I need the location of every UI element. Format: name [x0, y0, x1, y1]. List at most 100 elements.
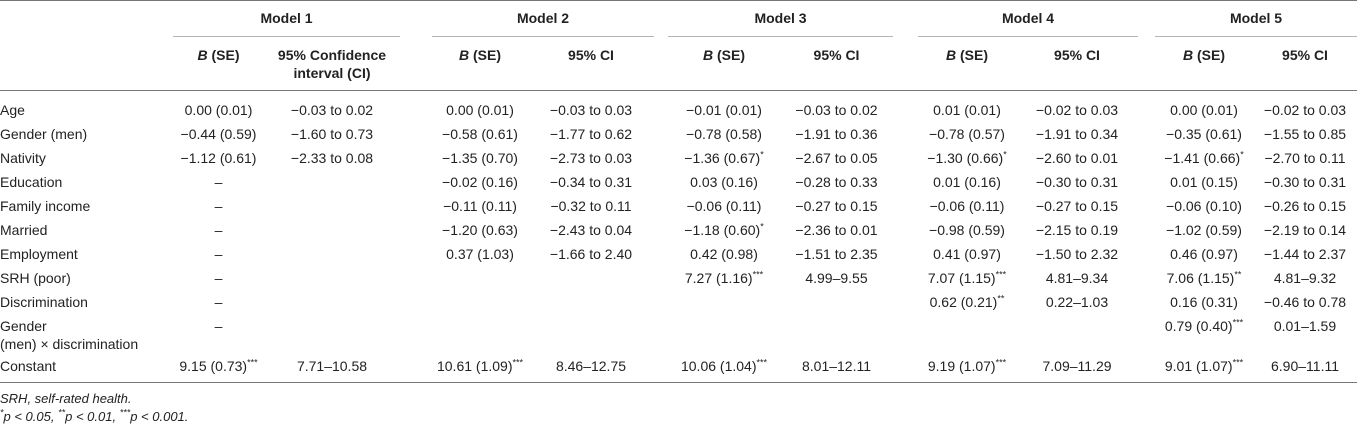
ci-cell: −1.51 to 2.35 — [795, 246, 878, 262]
coef-cell: −0.35 (0.61) — [1155, 125, 1253, 143]
ci-cell: 0.22–1.03 — [1045, 294, 1109, 310]
model-header: Model 2 — [516, 10, 570, 26]
row-label: Gender — [0, 318, 47, 334]
significance-marker: *** — [995, 357, 1007, 368]
coef-cell: – — [173, 221, 264, 239]
coef-value: 0.16 (0.31) — [1170, 294, 1238, 310]
coef-header: B (SE) — [1182, 47, 1225, 63]
ci-cell: −2.43 to 0.04 — [549, 222, 633, 238]
coef-value: 0.37 (1.03) — [446, 246, 514, 262]
coef-cell: −0.44 (0.59) — [173, 125, 264, 143]
coef-value: −0.06 (0.11) — [929, 198, 1005, 214]
coef-cell: −0.98 (0.59) — [918, 221, 1016, 239]
ci-cell: −1.91 to 0.36 — [795, 126, 878, 142]
model-header: Model 5 — [1229, 10, 1283, 26]
coef-value: −0.11 (0.11) — [443, 198, 517, 214]
ci-cell: 0.01–1.59 — [1273, 318, 1337, 334]
ci-cell: −2.36 to 0.01 — [795, 222, 878, 238]
coef-value: 0.46 (0.97) — [1170, 246, 1238, 262]
coef-value: −1.02 (0.59) — [1166, 222, 1242, 238]
coef-cell: 9.15 (0.73)*** — [173, 357, 264, 375]
coef-cell: −0.01 (0.01) — [668, 101, 780, 119]
bottom-rule — [0, 382, 1357, 383]
coef-value: −1.18 (0.60) — [684, 222, 761, 238]
significance-marker: * — [760, 221, 764, 232]
ci-cell: 7.09–11.29 — [1042, 358, 1112, 374]
coef-value: −0.06 (0.11) — [686, 198, 762, 214]
coef-value: 9.01 (1.07) — [1164, 358, 1233, 374]
ci-header: 95% CI — [568, 47, 614, 63]
footnote-sig-text: p < 0.01, — [65, 409, 120, 424]
model-rule — [432, 36, 654, 37]
coef-cell: −1.12 (0.61) — [173, 149, 264, 167]
ci-cell: −1.44 to 2.37 — [1263, 246, 1347, 262]
ci-cell: 8.01–12.11 — [801, 358, 872, 374]
coef-value: 0.00 (0.01) — [1170, 102, 1238, 118]
coef-cell: −0.02 (0.16) — [432, 173, 528, 191]
coef-value: – — [214, 270, 223, 286]
coef-cell: 7.27 (1.16)*** — [668, 269, 780, 287]
coef-value: – — [214, 246, 223, 262]
row-label: (men) × discrimination — [0, 336, 139, 352]
coef-value: −0.44 (0.59) — [180, 126, 257, 142]
coef-cell: 7.07 (1.15)*** — [918, 269, 1016, 287]
coef-value: 0.79 (0.40) — [1164, 318, 1233, 334]
coef-value: −1.12 (0.61) — [180, 150, 257, 166]
ci-cell: −1.50 to 2.32 — [1035, 246, 1119, 262]
coef-cell: −0.06 (0.11) — [918, 197, 1016, 215]
coef-cell: −1.30 (0.66)* — [918, 149, 1016, 167]
ci-cell: −2.33 to 0.08 — [290, 150, 374, 166]
coef-value: −0.06 (0.10) — [1166, 198, 1242, 214]
coef-value: – — [214, 318, 223, 334]
coef-header: B (SE) — [702, 47, 745, 63]
significance-marker: *** — [512, 357, 523, 368]
coef-cell: – — [173, 317, 264, 335]
significance-marker: * — [1240, 149, 1244, 160]
header-rule — [0, 90, 1357, 91]
coef-value: 10.06 (1.04) — [680, 358, 757, 374]
ci-header: 95% CI — [1054, 47, 1100, 63]
ci-cell: 4.99–9.55 — [805, 270, 868, 286]
ci-cell: −2.60 to 0.01 — [1035, 150, 1119, 166]
coef-header: B (SE) — [197, 47, 240, 63]
significance-marker: *** — [247, 357, 258, 368]
coef-cell: 0.00 (0.01) — [432, 101, 528, 119]
ci-cell: 4.81–9.32 — [1273, 270, 1337, 286]
ci-cell: −2.15 to 0.19 — [1035, 222, 1119, 238]
significance-marker: * — [760, 149, 764, 160]
coef-cell: 0.46 (0.97) — [1155, 245, 1253, 263]
coef-cell: 0.41 (0.97) — [918, 245, 1016, 263]
coef-cell: 9.19 (1.07)*** — [918, 357, 1016, 375]
ci-cell: −1.55 to 0.85 — [1263, 126, 1347, 142]
row-label: Constant — [0, 358, 57, 374]
coef-cell: −0.06 (0.10) — [1155, 197, 1253, 215]
model-rule — [173, 36, 400, 37]
coef-cell: 0.01 (0.01) — [918, 101, 1016, 119]
coef-cell: −0.06 (0.11) — [668, 197, 780, 215]
coef-value: 7.27 (1.16) — [684, 270, 753, 286]
ci-header: 95% CI — [813, 47, 860, 63]
ci-cell: 6.90–11.11 — [1271, 358, 1339, 374]
coef-value: 10.61 (1.09) — [436, 358, 513, 374]
coef-value: 0.42 (0.98) — [690, 246, 758, 262]
row-label: Family income — [0, 198, 91, 214]
coef-cell: 0.00 (0.01) — [1155, 101, 1253, 119]
ci-header: 95% Confidence — [277, 47, 387, 63]
row-label: SRH (poor) — [0, 270, 71, 286]
ci-header: interval (CI) — [293, 65, 371, 81]
coef-value: 7.07 (1.15) — [927, 270, 996, 286]
significance-marker: *** — [995, 269, 1007, 280]
coef-cell: 0.01 (0.15) — [1155, 173, 1253, 191]
row-label: Gender (men) — [0, 126, 88, 142]
ci-cell: 7.71–10.58 — [296, 358, 368, 374]
coef-value: −1.41 (0.66) — [1164, 150, 1241, 166]
coef-value: −1.36 (0.67) — [684, 150, 761, 166]
coef-cell: −0.78 (0.57) — [918, 125, 1016, 143]
row-label: Age — [0, 102, 25, 118]
coef-value: −1.20 (0.63) — [442, 222, 518, 238]
ci-cell: −2.70 to 0.11 — [1264, 150, 1346, 166]
model-rule — [1155, 36, 1357, 37]
coef-value: 0.62 (0.21) — [929, 294, 998, 310]
significance-marker: * — [1003, 149, 1007, 160]
